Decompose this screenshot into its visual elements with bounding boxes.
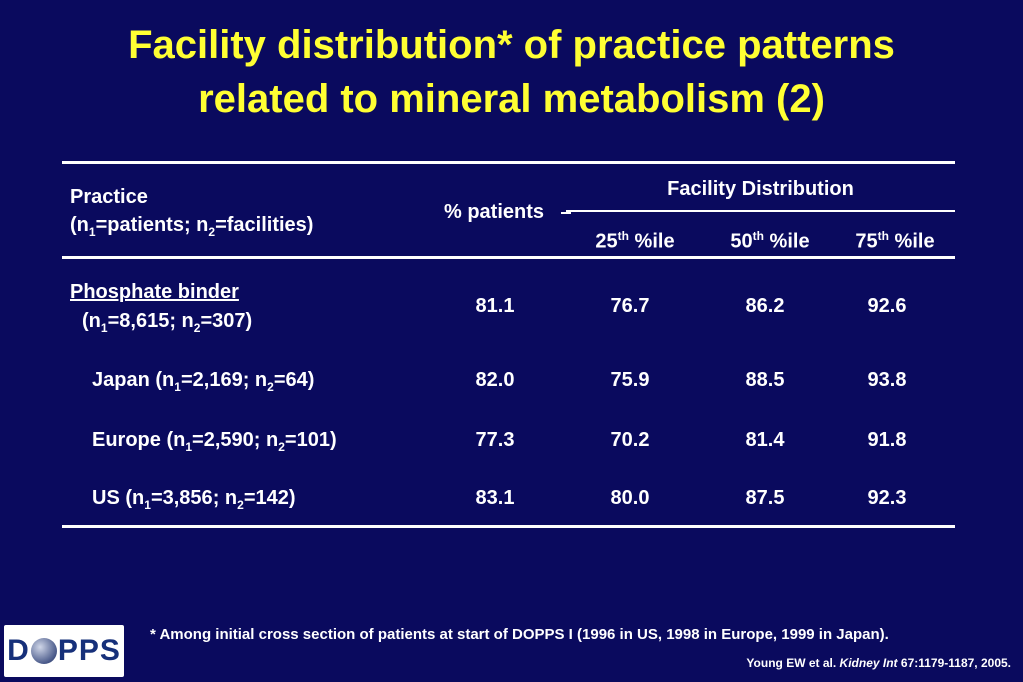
table-bottom-rule (62, 525, 955, 528)
cell-p75: 91.8 (867, 429, 907, 451)
cell-pct: 77.3 (475, 429, 515, 451)
cell-pct: 82.0 (475, 369, 515, 391)
row-label-europe: Europe (n1=2,590; n2=101) (92, 429, 337, 454)
cell-p50: 87.5 (745, 487, 785, 509)
slide-title: Facility distribution* of practice patte… (0, 18, 1023, 126)
header-practice-sub: (n1=patients; n2=facilities) (70, 214, 314, 239)
cell-p50: 88.5 (745, 369, 785, 391)
header-75th: 75th %ile (855, 229, 935, 253)
table-header-rule (62, 256, 955, 259)
cell-p75: 92.6 (867, 295, 907, 317)
globe-icon (30, 638, 57, 664)
row-n-phosphate-binder: (n1=8,615; n2=307) (82, 310, 253, 335)
title-line-1: Facility distribution* of practice patte… (128, 23, 895, 67)
cell-pct: 81.1 (475, 295, 515, 317)
cell-p25: 70.2 (610, 429, 650, 451)
row-label-japan: Japan (n1=2,169; n2=64) (92, 369, 315, 394)
title-line-2: related to mineral metabolism (2) (198, 77, 825, 121)
citation: Young EW et al. Kidney Int 67:1179-1187,… (746, 656, 1011, 670)
cell-p25: 75.9 (610, 369, 650, 391)
row-label-phosphate-binder: Phosphate binder (70, 281, 239, 303)
cell-p25: 80.0 (610, 487, 650, 509)
cell-p25: 76.7 (610, 295, 650, 317)
cell-p75: 93.8 (867, 369, 907, 391)
cell-p75: 92.3 (867, 487, 907, 509)
dopps-logo: D PPS (4, 625, 124, 677)
header-facility-distribution: Facility Distribution (667, 178, 854, 200)
header-pct-patients: % patients (443, 201, 545, 223)
header-practice: Practice (70, 186, 148, 208)
cell-p50: 86.2 (745, 295, 785, 317)
header-dash (561, 212, 571, 214)
header-50th: 50th %ile (730, 229, 810, 253)
row-label-us: US (n1=3,856; n2=142) (92, 487, 296, 512)
cell-pct: 83.1 (475, 487, 515, 509)
facility-sub-rule (566, 210, 955, 212)
header-25th: 25th %ile (595, 229, 675, 253)
footnote: * Among initial cross section of patient… (150, 626, 889, 643)
table-top-rule (62, 161, 955, 164)
cell-p50: 81.4 (745, 429, 785, 451)
